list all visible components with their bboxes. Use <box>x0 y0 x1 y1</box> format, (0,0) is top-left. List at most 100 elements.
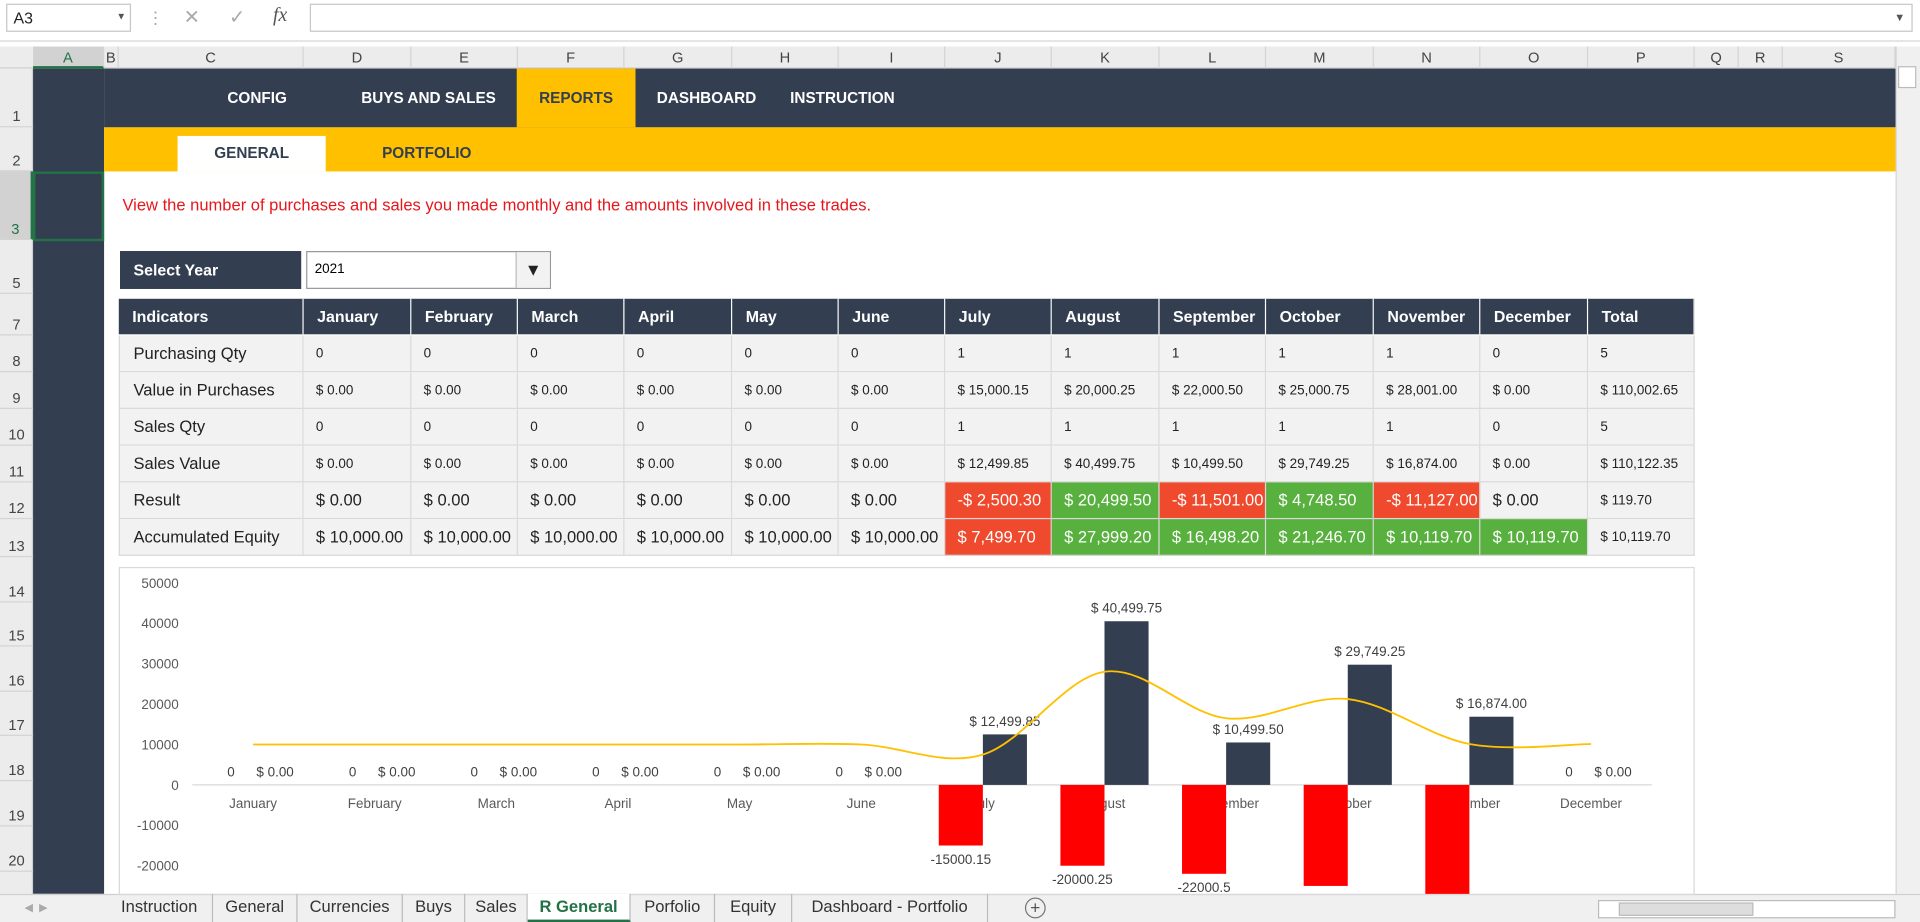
nav-tab[interactable]: CONFIG <box>227 89 287 107</box>
nav-tab[interactable]: REPORTS <box>516 68 636 128</box>
dropdown-button[interactable]: ▼ <box>515 252 550 288</box>
x-tick-label: February <box>348 796 402 811</box>
table-cell: $ 10,119.70 <box>1588 519 1695 556</box>
function-icon[interactable]: fx <box>273 4 288 26</box>
bar <box>938 784 983 846</box>
sheet-tab[interactable]: Porfolio <box>631 893 716 922</box>
tab-scroll-arrows[interactable]: ◀ ▶ <box>24 901 48 914</box>
row-header: 2 <box>0 127 34 172</box>
table-cell: 0 <box>732 408 839 446</box>
data-label: $ 12,499.85 <box>969 714 1040 729</box>
row-header: 3 <box>0 171 34 241</box>
table-cell: $ 0.00 <box>1480 482 1589 520</box>
row-header: 16 <box>0 647 34 692</box>
nav-tab[interactable]: DASHBOARD <box>656 89 757 107</box>
table-cell: Result <box>118 482 304 520</box>
table-cell: $ 0.00 <box>624 445 733 483</box>
sub-nav-tab[interactable]: GENERAL <box>177 135 326 172</box>
table-cell: -$ 11,127.00 <box>1373 482 1481 520</box>
year-dropdown[interactable]: 2021 <box>306 251 552 289</box>
data-label: $ 0.00 <box>500 764 537 779</box>
data-label: 0 <box>714 764 721 779</box>
table-cell: 1 <box>945 408 1052 446</box>
table-header-cell: September <box>1159 298 1267 335</box>
table-header-cell: February <box>411 298 518 335</box>
table-cell: $ 0.00 <box>838 445 946 483</box>
table-cell: 0 <box>517 408 625 446</box>
table-cell: $ 10,000.00 <box>624 519 733 556</box>
bar <box>1226 742 1271 785</box>
table-cell: $ 10,000.00 <box>303 519 412 556</box>
nav-tab[interactable]: INSTRUCTION <box>790 89 895 107</box>
column-header: I <box>839 46 946 69</box>
row-header: 1 <box>0 69 34 128</box>
sub-nav-tab[interactable]: PORTFOLIO <box>382 144 472 162</box>
horizontal-scroll-thumb[interactable] <box>1618 902 1754 916</box>
table-cell: $ 7,499.70 <box>945 519 1052 556</box>
table-cell: $ 16,874.00 <box>1373 445 1481 483</box>
x-tick-label: May <box>727 796 753 811</box>
scroll-thumb[interactable] <box>1897 66 1917 89</box>
sheet-tab[interactable]: Currencies <box>298 893 403 922</box>
x-tick-label: December <box>1560 796 1623 811</box>
sheet-tab[interactable]: Buys <box>403 893 466 922</box>
sheet-tab[interactable]: Equity <box>715 893 793 922</box>
y-tick-label: 40000 <box>141 616 178 631</box>
add-sheet[interactable]: + <box>1024 897 1046 919</box>
column-header: O <box>1480 46 1589 69</box>
row-header: 9 <box>0 372 34 409</box>
column-header: P <box>1588 46 1695 69</box>
sheet-tab[interactable]: R General <box>527 893 631 922</box>
table-cell: $ 10,000.00 <box>732 519 839 556</box>
chart-frame <box>118 566 1695 896</box>
row-header: 19 <box>0 781 34 827</box>
table-header-cell: Total <box>1588 298 1695 335</box>
data-label: $ 0.00 <box>256 764 293 779</box>
table-cell: $ 40,499.75 <box>1051 445 1160 483</box>
table-cell: 0 <box>517 335 625 373</box>
data-label: $ 40,499.75 <box>1091 601 1162 616</box>
data-label: 0 <box>471 764 478 779</box>
table-cell: 1 <box>1159 408 1267 446</box>
data-label: $ 16,874.00 <box>1456 696 1527 711</box>
table-cell: $ 0.00 <box>303 482 412 520</box>
column-header: H <box>732 46 839 69</box>
data-label: 0 <box>592 764 599 779</box>
enter-icon[interactable]: ✓ <box>228 7 246 29</box>
table-cell: $ 0.00 <box>517 482 625 520</box>
row-header: 8 <box>0 336 34 373</box>
y-tick-label: 30000 <box>141 657 178 672</box>
row-header: 12 <box>0 482 34 520</box>
table-cell: $ 15,000.15 <box>945 372 1052 409</box>
table-cell: 1 <box>1051 408 1160 446</box>
table-header-cell: November <box>1373 298 1481 335</box>
row-header: 11 <box>0 446 34 483</box>
chart: 50000 40000 30000 20000 10000 0 -10000 -20000 Ja… <box>137 576 1652 894</box>
data-label: 0 <box>835 764 842 779</box>
name-box[interactable]: A3 <box>6 3 132 32</box>
select-year-label: Select Year <box>120 251 302 289</box>
table-header-cell: May <box>732 298 839 335</box>
table-cell: 0 <box>411 408 518 446</box>
table-cell: $ 0.00 <box>732 445 839 483</box>
vertical-scrollbar[interactable] <box>1895 46 1920 894</box>
sheet-tab[interactable]: Sales <box>465 893 528 922</box>
column-header: F <box>518 46 625 69</box>
sheet-tab[interactable]: Dashboard - Portfolio <box>792 893 989 922</box>
data-label: 0 <box>227 764 234 779</box>
x-tick-label: June <box>847 796 876 811</box>
cancel-icon[interactable]: ✕ <box>183 7 201 29</box>
formula-input[interactable] <box>309 3 1913 32</box>
data-label: 0 <box>349 764 356 779</box>
table-cell: -$ 11,501.00 <box>1159 482 1267 520</box>
nav-tab[interactable]: BUYS AND SALES <box>361 89 496 107</box>
bar <box>1469 716 1514 785</box>
column-header: E <box>411 46 518 69</box>
expand-arrow[interactable]: ▼ <box>1894 11 1906 24</box>
sheet-tab[interactable]: Instruction <box>107 893 214 922</box>
column-header: Q <box>1695 46 1739 69</box>
row-header: 17 <box>0 692 34 736</box>
sheet-tab[interactable]: General <box>213 893 298 922</box>
table-header-cell: Indicators <box>118 298 304 335</box>
table-cell: $ 0.00 <box>517 445 625 483</box>
